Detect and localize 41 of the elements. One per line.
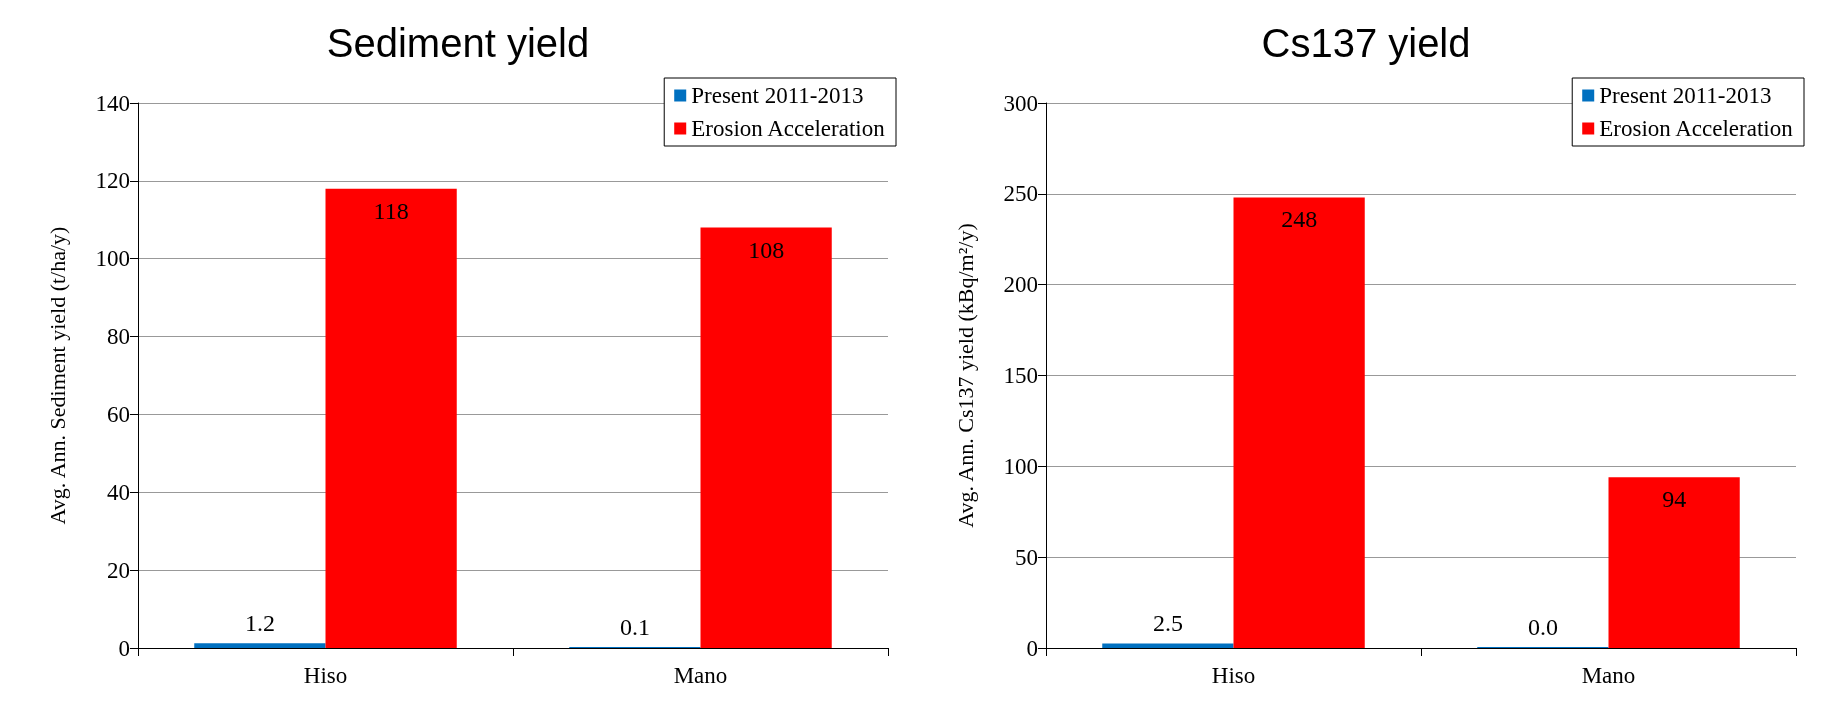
bar <box>1608 477 1740 648</box>
bar <box>1233 197 1365 648</box>
data-label: 2.5 <box>1152 610 1183 637</box>
y-tick-label: 250 <box>1003 181 1038 207</box>
x-tick-label: Hiso <box>1211 663 1256 688</box>
legend-label: Present 2011-2013 <box>691 83 864 108</box>
y-tick-label: 200 <box>1003 272 1038 298</box>
chart-title: Cs137 yield <box>1261 21 1471 65</box>
legend-label: Erosion Acceleration <box>691 116 886 141</box>
legend-label: Present 2011-2013 <box>1599 83 1772 108</box>
y-tick-label: 50 <box>1015 544 1038 570</box>
data-label: 0.0 <box>1527 614 1558 640</box>
x-tick-label: Mano <box>673 663 728 688</box>
data-label: 248 <box>1281 206 1318 233</box>
y-tick-label: 300 <box>1003 90 1038 116</box>
y-tick-label: 40 <box>107 479 130 505</box>
data-label: 0.1 <box>619 614 650 640</box>
chart-title: Sediment yield <box>326 21 590 65</box>
y-tick-label: 100 <box>95 246 130 272</box>
bar <box>1102 643 1234 648</box>
bar <box>325 188 457 648</box>
y-axis-title: Avg. Ann. Sediment yield (t/ha/y) <box>44 226 70 525</box>
bar <box>700 227 832 648</box>
y-axis-title: Avg. Ann. Cs137 yield (kBq/m²/y) <box>952 223 978 528</box>
bar <box>194 643 326 648</box>
y-tick-label: 0 <box>1026 635 1038 661</box>
y-tick-label: 100 <box>1003 453 1038 479</box>
x-tick-label: Mano <box>1581 663 1636 688</box>
x-tick-label: Hiso <box>303 663 348 688</box>
y-tick-label: 20 <box>107 557 130 583</box>
data-label: 94 <box>1662 486 1687 513</box>
y-tick-label: 80 <box>107 324 130 350</box>
y-tick-label: 150 <box>1003 363 1038 388</box>
y-tick-label: 0 <box>118 635 130 661</box>
y-tick-label: 120 <box>95 168 130 194</box>
y-tick-label: 60 <box>107 401 130 427</box>
data-label: 1.2 <box>244 610 275 637</box>
data-label: 108 <box>748 236 785 263</box>
y-tick-label: 140 <box>95 90 130 116</box>
legend-label: Erosion Acceleration <box>1599 116 1794 141</box>
data-label: 118 <box>373 197 409 224</box>
